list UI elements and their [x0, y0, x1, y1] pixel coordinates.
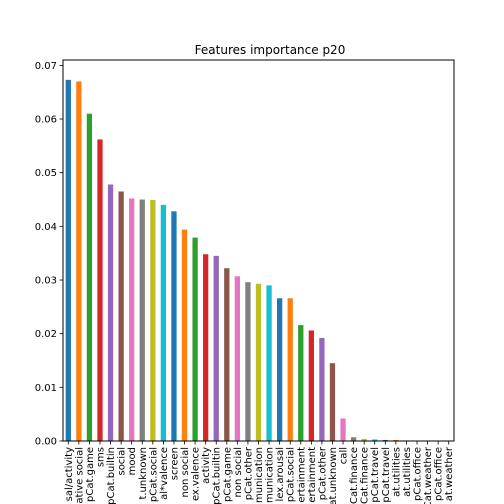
x-tick-label-26: call	[339, 447, 350, 464]
y-axis: 0.00 0.01 0.02 0.03 0.04 0.05 0.06 0.07	[35, 61, 63, 448]
bar-3	[97, 139, 103, 441]
bar-28	[361, 438, 367, 441]
bar-0	[65, 79, 71, 442]
bar-21	[287, 298, 293, 441]
x-tick-label-10: screen	[169, 447, 180, 480]
y-tick-label-1: 0.01	[35, 383, 57, 394]
y-tick-label-7: 0.07	[35, 61, 57, 72]
bar-4	[107, 184, 114, 441]
bar-29	[372, 439, 378, 441]
x-tick-label-7: t.unknown	[138, 447, 149, 500]
x-tick-label-31: at.utilities	[391, 447, 402, 497]
bar-7	[139, 199, 145, 441]
y-tick-label-2: 0.02	[35, 329, 57, 340]
x-tick-label-22: ertainment	[296, 447, 307, 503]
y-tick-label-0: 0.00	[35, 437, 57, 448]
x-tick-label-15: pCat.game	[222, 447, 233, 502]
bar-9	[160, 204, 167, 441]
x-tick-label-2: pCat.game	[85, 447, 96, 502]
x-tick-label-1: ative social	[74, 447, 85, 504]
bar-22	[298, 325, 304, 441]
x-tick-label-30: pCat.travel	[381, 447, 392, 503]
bars-group	[65, 79, 410, 442]
bar-30	[382, 439, 388, 441]
bar-31	[393, 439, 399, 441]
bar-1	[76, 81, 82, 442]
bar-8	[150, 200, 156, 441]
bar-23	[308, 330, 314, 441]
bar-13	[203, 254, 209, 441]
x-tick-label-23: ertainment	[307, 447, 318, 503]
x-tick-label-12: ex.valence	[191, 447, 202, 501]
bar-12	[192, 237, 198, 441]
y-tick-label-6: 0.06	[35, 115, 57, 126]
bar-10	[171, 211, 177, 441]
x-tick-label-0: sal/activity	[64, 447, 75, 501]
x-tick-label-21: pCat.social	[286, 447, 297, 502]
bar-19	[266, 285, 272, 441]
chart-title: Features importance p20	[195, 43, 346, 57]
x-tick-label-18: munication	[254, 447, 265, 503]
x-tick-label-29: pCat.travel	[370, 447, 381, 503]
x-tick-label-24: pCat.other	[317, 446, 328, 500]
x-tick-label-3: sms	[95, 447, 106, 467]
x-tick-label-19: munication	[265, 447, 276, 503]
x-tick-label-5: social	[117, 447, 128, 476]
x-tick-label-8: pCat.social	[148, 447, 159, 502]
x-tick-label-14: pCat.builtin	[212, 447, 223, 504]
bar-27	[350, 437, 357, 441]
x-tick-label-20: lex.arousal	[275, 447, 286, 501]
x-tick-label-9: al*valence	[159, 447, 170, 500]
x-tick-label-33: pCat.office	[413, 447, 424, 501]
x-tick-label-27: Cat.finance	[349, 447, 360, 504]
x-tick-label-16: non social	[233, 447, 244, 497]
bar-15	[224, 268, 230, 441]
y-tick-label-5: 0.05	[35, 168, 57, 179]
x-tick-label-6: mood	[127, 447, 138, 475]
x-tick-label-28: Cat.finance	[360, 447, 371, 504]
bar-17	[245, 282, 251, 441]
bar-5	[118, 191, 124, 441]
x-tick-label-34: pCat.weather	[423, 446, 434, 504]
bar-16	[234, 276, 241, 441]
x-tick-label-11: non social	[180, 447, 191, 497]
x-tick-label-35: pCat.office	[434, 447, 445, 501]
plot-frame	[62, 59, 455, 442]
x-tick-label-36: at.weather	[444, 446, 455, 501]
bar-24	[319, 337, 325, 441]
x-tick-label-25: at.unknown	[328, 447, 339, 504]
bar-25	[329, 363, 336, 441]
bar-6	[129, 198, 135, 441]
bar-14	[213, 255, 219, 441]
bar-11	[181, 229, 188, 441]
x-tick-label-32: at.utilities	[402, 447, 413, 497]
x-tick-label-4: pCat.builtin	[106, 447, 117, 504]
bar-20	[276, 298, 283, 441]
y-tick-label-4: 0.04	[35, 222, 57, 233]
x-tick-label-13: activity	[201, 447, 212, 484]
y-tick-label-3: 0.03	[35, 276, 57, 287]
bar-2	[86, 113, 93, 441]
bar-18	[255, 283, 262, 441]
x-tick-label-17: pCat.other	[243, 446, 254, 500]
x-axis: sal/activity ative social pCat.game sms pCat…	[64, 441, 455, 504]
bar-26	[340, 418, 346, 441]
